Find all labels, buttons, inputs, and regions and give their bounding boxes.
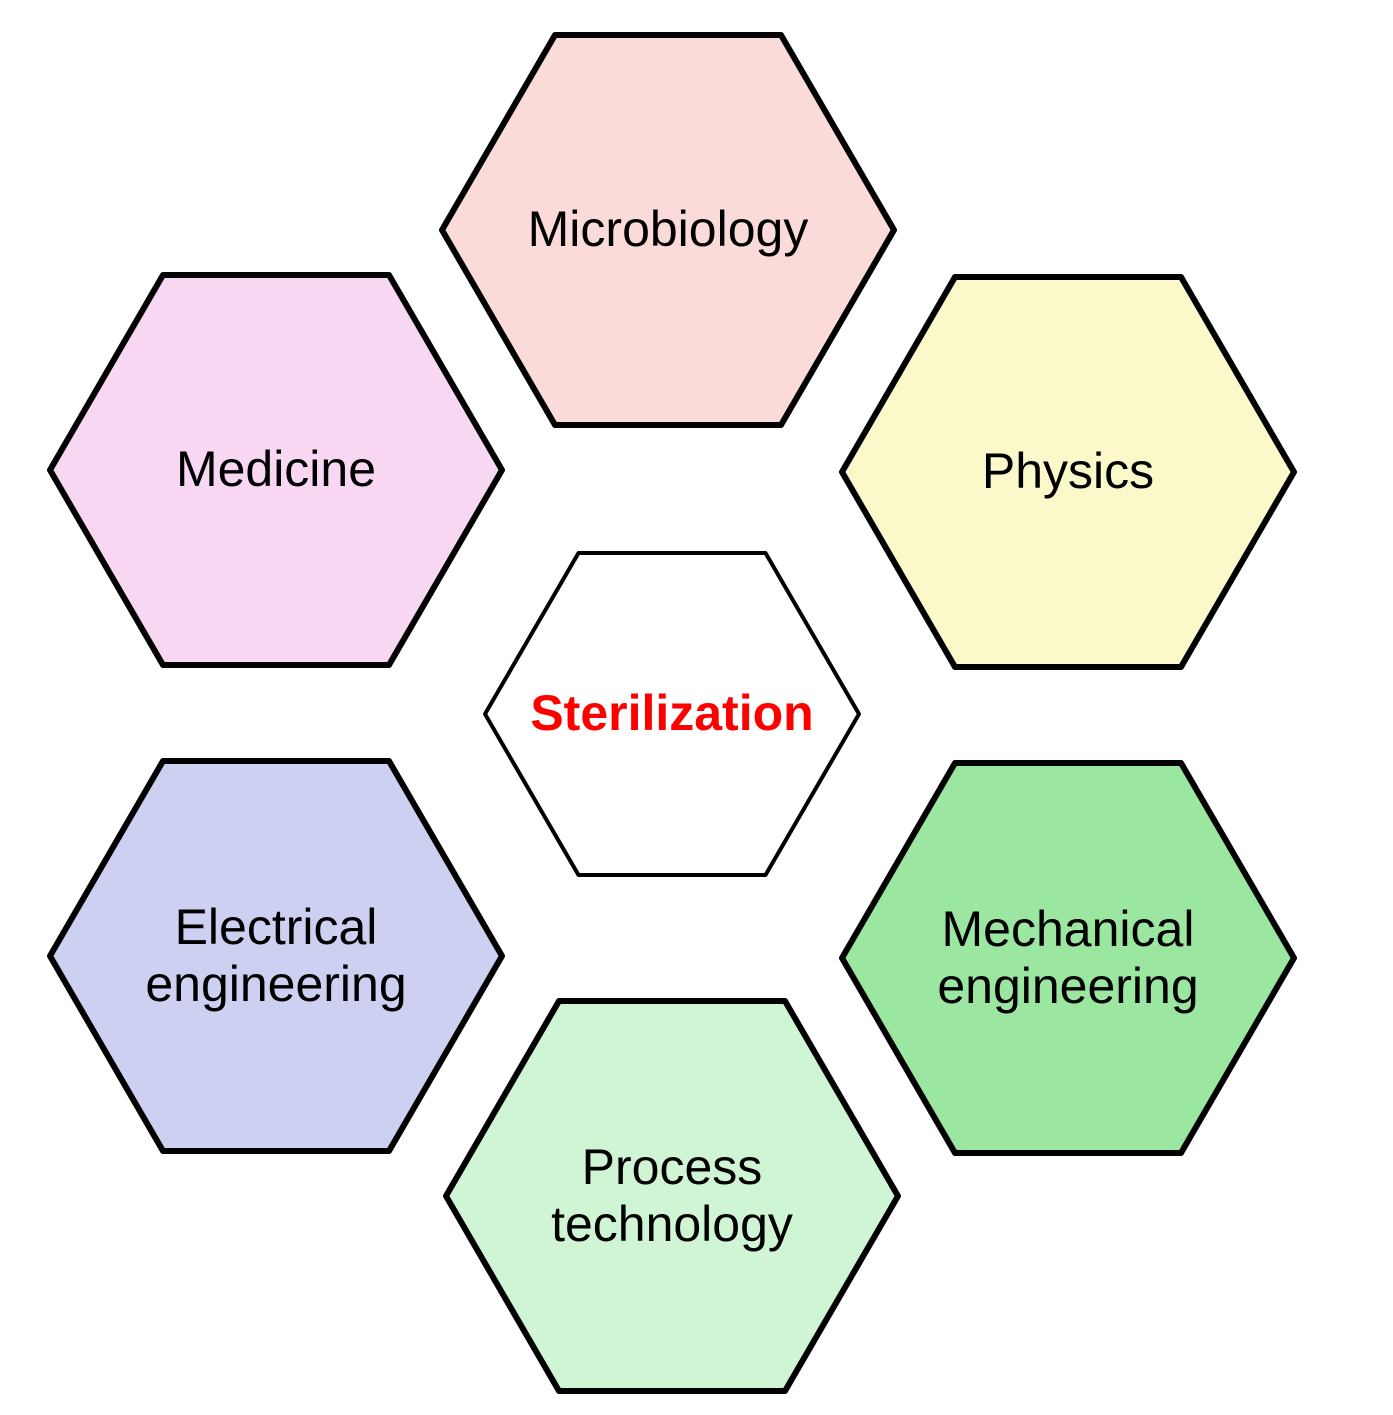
hex-process: Processtechnology: [442, 997, 902, 1395]
hex-mechanical: Mechanicalengineering: [838, 759, 1298, 1157]
hex-diagram: MicrobiologyMedicine Physics Electricaleng…: [0, 0, 1393, 1415]
hex-electrical: Electricalengineering: [46, 757, 506, 1155]
hex-microbiology: Microbiology: [438, 31, 898, 429]
hex-medicine: Medicine: [46, 271, 506, 669]
hex-center: Sterilization: [482, 550, 862, 878]
hex-physics: Physics: [838, 273, 1298, 671]
